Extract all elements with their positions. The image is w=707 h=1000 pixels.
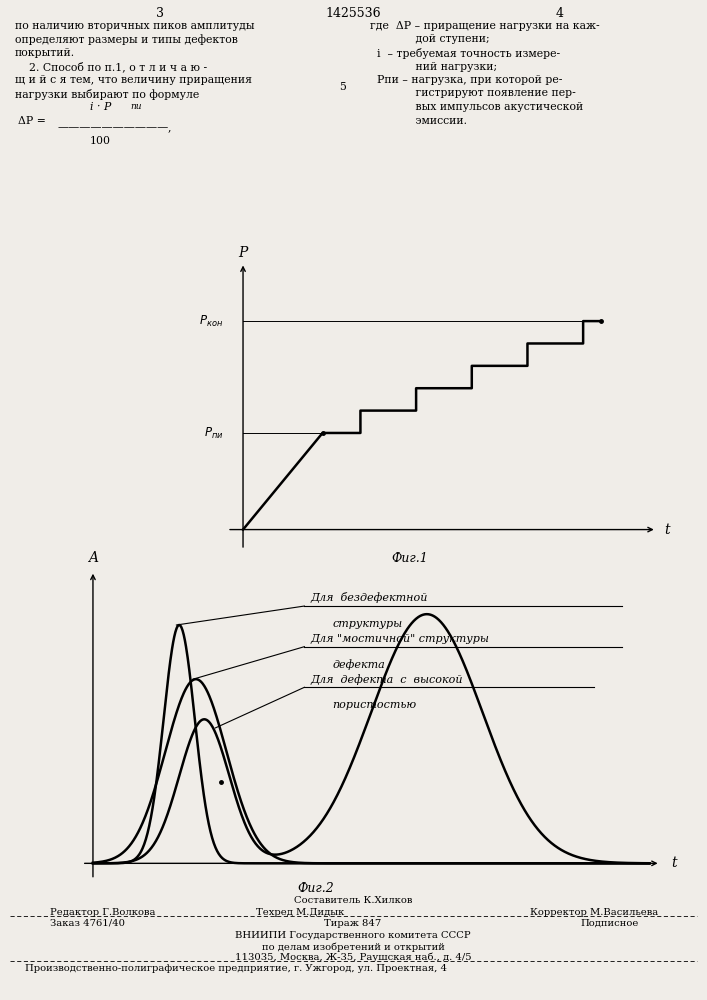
- Text: гистрируют появление пер-: гистрируют появление пер-: [370, 89, 575, 99]
- Text: нагрузки выбирают по формуле: нагрузки выбирают по формуле: [15, 89, 199, 100]
- Text: Фиг.2: Фиг.2: [297, 882, 334, 895]
- Text: $P_{кон}$: $P_{кон}$: [199, 314, 223, 329]
- Text: Корректор М.Васильева: Корректор М.Васильева: [530, 908, 658, 917]
- Text: определяют размеры и типы дефектов: определяют размеры и типы дефектов: [15, 34, 238, 45]
- Text: пи: пи: [130, 102, 141, 111]
- Text: Редактор Г.Волкова: Редактор Г.Волкова: [50, 908, 156, 917]
- Text: пористостью: пористостью: [332, 700, 416, 710]
- Text: дой ступени;: дой ступени;: [370, 34, 490, 44]
- Text: эмиссии.: эмиссии.: [370, 115, 467, 125]
- Text: i · P: i · P: [90, 102, 112, 112]
- Text: 3: 3: [156, 7, 164, 20]
- Text: 5: 5: [339, 82, 346, 92]
- Text: 1425536: 1425536: [325, 7, 381, 20]
- Text: ,: ,: [168, 122, 172, 132]
- Text: дефекта: дефекта: [332, 659, 385, 670]
- Text: t: t: [672, 856, 677, 870]
- Text: где  ΔP – приращение нагрузки на каж-: где ΔP – приращение нагрузки на каж-: [370, 21, 600, 31]
- Text: Для  бездефектной: Для бездефектной: [310, 592, 427, 603]
- Text: ний нагрузки;: ний нагрузки;: [370, 62, 497, 72]
- Text: щ и й с я тем, что величину приращения: щ и й с я тем, что величину приращения: [15, 75, 252, 85]
- Text: Подписное: Подписное: [580, 919, 638, 928]
- Text: ВНИИПИ Государственного комитета СССР: ВНИИПИ Государственного комитета СССР: [235, 931, 471, 940]
- Text: Составитель К.Хилков: Составитель К.Хилков: [294, 896, 412, 905]
- Text: вых импульсов акустической: вых импульсов акустической: [370, 102, 583, 112]
- Text: ——————————: ——————————: [58, 122, 169, 132]
- Text: Для  дефекта  с  высокой: Для дефекта с высокой: [310, 674, 462, 685]
- Text: Заказ 4761/40: Заказ 4761/40: [50, 919, 125, 928]
- Text: Тираж 847: Тираж 847: [325, 919, 382, 928]
- Text: P: P: [238, 246, 247, 260]
- Text: 2. Способ по п.1, о т л и ч а ю -: 2. Способ по п.1, о т л и ч а ю -: [15, 62, 207, 72]
- Text: по делам изобретений и открытий: по делам изобретений и открытий: [262, 942, 445, 952]
- Text: по наличию вторичных пиков амплитуды: по наличию вторичных пиков амплитуды: [15, 21, 255, 31]
- Text: Pпи – нагрузка, при которой ре-: Pпи – нагрузка, при которой ре-: [370, 75, 562, 85]
- Text: 113035, Москва, Ж-35, Раушская наб., д. 4/5: 113035, Москва, Ж-35, Раушская наб., д. …: [235, 953, 472, 962]
- Text: 100: 100: [90, 136, 111, 146]
- Text: покрытий.: покрытий.: [15, 48, 75, 58]
- Text: Фиг.1: Фиг.1: [392, 552, 428, 565]
- Text: Производственно-полиграфическое предприятие, г. Ужгород, ул. Проектная, 4: Производственно-полиграфическое предприя…: [25, 964, 447, 973]
- Text: Техред М.Дидык: Техред М.Дидык: [256, 908, 344, 917]
- Text: $P_{пи}$: $P_{пи}$: [204, 425, 223, 441]
- Text: 4: 4: [556, 7, 564, 20]
- Text: t: t: [665, 523, 670, 537]
- Text: Для "мостичной" структуры: Для "мостичной" структуры: [310, 634, 489, 644]
- Text: ΔP =: ΔP =: [18, 115, 49, 125]
- Text: структуры: структуры: [332, 619, 402, 629]
- Text: A: A: [88, 551, 98, 565]
- Text: i  – требуемая точность измере-: i – требуемая точность измере-: [370, 48, 560, 59]
